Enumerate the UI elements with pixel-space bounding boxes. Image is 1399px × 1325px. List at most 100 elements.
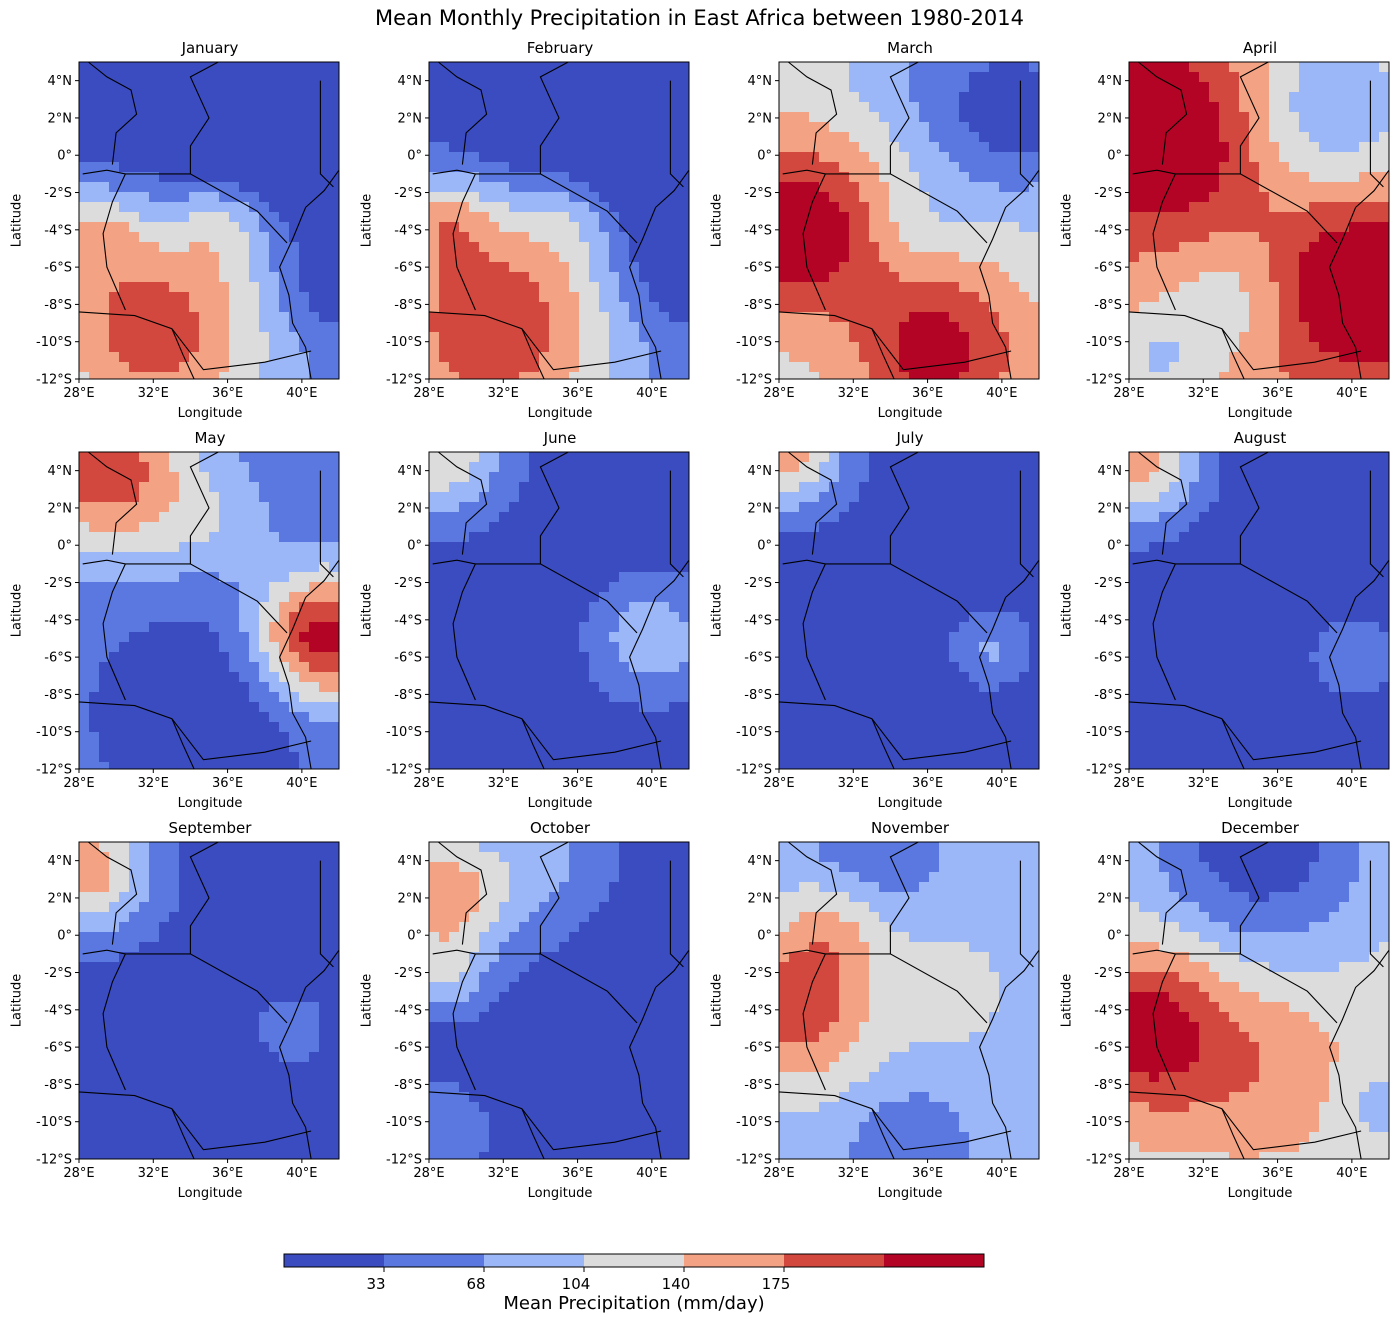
- x-axis-label: Longitude: [177, 1186, 243, 1201]
- x-tick-label: 40°E: [1336, 386, 1367, 401]
- country-border: [428, 311, 662, 371]
- panel-frame: [428, 451, 690, 770]
- y-tick-label: -10°S: [1086, 725, 1122, 740]
- y-tick-label: -8°S: [1094, 688, 1122, 703]
- country-border: [782, 559, 988, 634]
- y-tick-label: -6°S: [394, 1041, 422, 1056]
- country-border: [1221, 1108, 1245, 1160]
- map-panel-april: 28°E 32°E 36°E 40°E 4°N 2°N 0° -2°S -4°S -6°S -8°S…: [1086, 61, 1390, 401]
- country-border: [787, 61, 838, 165]
- country-border: [1221, 718, 1245, 770]
- y-tick-label: -8°S: [1094, 1078, 1122, 1093]
- x-tick-label: 28°E: [63, 776, 94, 791]
- y-tick-label: 4°N: [748, 464, 773, 479]
- x-tick-label: 40°E: [986, 1166, 1017, 1181]
- y-tick-label: 0°: [1107, 539, 1122, 554]
- y-tick-label: 4°N: [1098, 74, 1123, 89]
- country-border: [319, 80, 334, 188]
- x-tick-label: 40°E: [986, 386, 1017, 401]
- y-tick-label: -10°S: [736, 725, 772, 740]
- country-border: [87, 451, 138, 555]
- panel-title: September: [168, 819, 252, 837]
- colorbar-level: [784, 1254, 885, 1267]
- coastline: [979, 559, 1040, 770]
- y-tick-label: 0°: [57, 539, 72, 554]
- country-border: [778, 701, 1012, 761]
- coastline: [279, 559, 340, 770]
- country-border: [432, 949, 638, 1024]
- country-border: [669, 860, 684, 968]
- panel-frame: [1128, 841, 1390, 1160]
- x-tick-label: 28°E: [413, 776, 444, 791]
- y-tick-label: -12°S: [1086, 373, 1122, 388]
- x-tick-label: 40°E: [1336, 776, 1367, 791]
- country-border: [1239, 451, 1269, 564]
- x-axis-label: Longitude: [177, 406, 243, 421]
- y-tick-label: -6°S: [1094, 651, 1122, 666]
- y-tick-label: -6°S: [1094, 261, 1122, 276]
- y-tick-label: 4°N: [1098, 854, 1123, 869]
- country-border: [1221, 328, 1245, 380]
- y-axis-label: Latitude: [709, 193, 725, 247]
- colorbar-frame: [283, 1253, 985, 1268]
- y-axis-label: Latitude: [359, 583, 375, 637]
- country-border: [319, 470, 334, 578]
- y-tick-label: -4°S: [44, 223, 72, 238]
- country-border: [82, 559, 288, 634]
- y-tick-label: 0°: [407, 539, 422, 554]
- y-tick-label: 4°N: [48, 74, 73, 89]
- coastline: [1329, 169, 1390, 380]
- x-tick-label: 36°E: [912, 386, 943, 401]
- y-tick-label: -12°S: [36, 373, 72, 388]
- y-tick-label: 0°: [57, 149, 72, 164]
- y-tick-label: 0°: [757, 149, 772, 164]
- y-tick-label: -10°S: [736, 335, 772, 350]
- country-border: [171, 718, 195, 770]
- x-tick-label: 36°E: [562, 776, 593, 791]
- colorbar-level: [484, 1254, 585, 1267]
- x-tick-label: 36°E: [1262, 776, 1293, 791]
- map-panel-january: 28°E 32°E 36°E 40°E 4°N 2°N 0° -2°S -4°S -6°S -8°S…: [36, 61, 340, 401]
- y-tick-label: -4°S: [44, 1003, 72, 1018]
- country-border: [189, 61, 219, 174]
- panel-title: May: [194, 429, 226, 447]
- x-axis-label: Longitude: [177, 796, 243, 811]
- x-tick-label: 40°E: [286, 776, 317, 791]
- y-tick-label: -2°S: [1094, 966, 1122, 981]
- coastline: [279, 949, 340, 1160]
- y-tick-label: 4°N: [748, 74, 773, 89]
- panel-title: March: [887, 39, 933, 57]
- y-tick-label: 0°: [57, 929, 72, 944]
- y-tick-label: -8°S: [44, 688, 72, 703]
- y-tick-label: -6°S: [44, 1041, 72, 1056]
- x-tick-label: 32°E: [138, 1166, 169, 1181]
- y-tick-label: -12°S: [736, 373, 772, 388]
- country-border: [432, 169, 638, 244]
- x-axis-label: Longitude: [527, 1186, 593, 1201]
- x-tick-label: 28°E: [413, 1166, 444, 1181]
- country-border: [539, 61, 569, 174]
- country-border: [1369, 470, 1384, 578]
- country-border: [189, 451, 219, 564]
- y-tick-label: -8°S: [744, 298, 772, 313]
- y-tick-label: 2°N: [748, 111, 773, 126]
- x-tick-label: 36°E: [212, 776, 243, 791]
- coastline: [629, 169, 690, 380]
- x-axis-label: Longitude: [877, 1186, 943, 1201]
- country-border: [539, 841, 569, 954]
- y-axis-label: Latitude: [709, 583, 725, 637]
- panel-frame: [778, 451, 1040, 770]
- y-tick-label: -12°S: [1086, 1153, 1122, 1168]
- y-tick-label: -8°S: [744, 1078, 772, 1093]
- country-border: [1137, 61, 1188, 165]
- panel-title: December: [1221, 819, 1299, 837]
- y-axis-label: Latitude: [1059, 193, 1075, 247]
- y-axis-label: Latitude: [9, 193, 25, 247]
- x-axis-label: Longitude: [1227, 796, 1293, 811]
- country-border: [521, 1108, 545, 1160]
- colorbar-tick-label: 140: [662, 1275, 691, 1293]
- x-tick-label: 36°E: [562, 1166, 593, 1181]
- x-tick-label: 32°E: [488, 386, 519, 401]
- x-tick-label: 32°E: [488, 1166, 519, 1181]
